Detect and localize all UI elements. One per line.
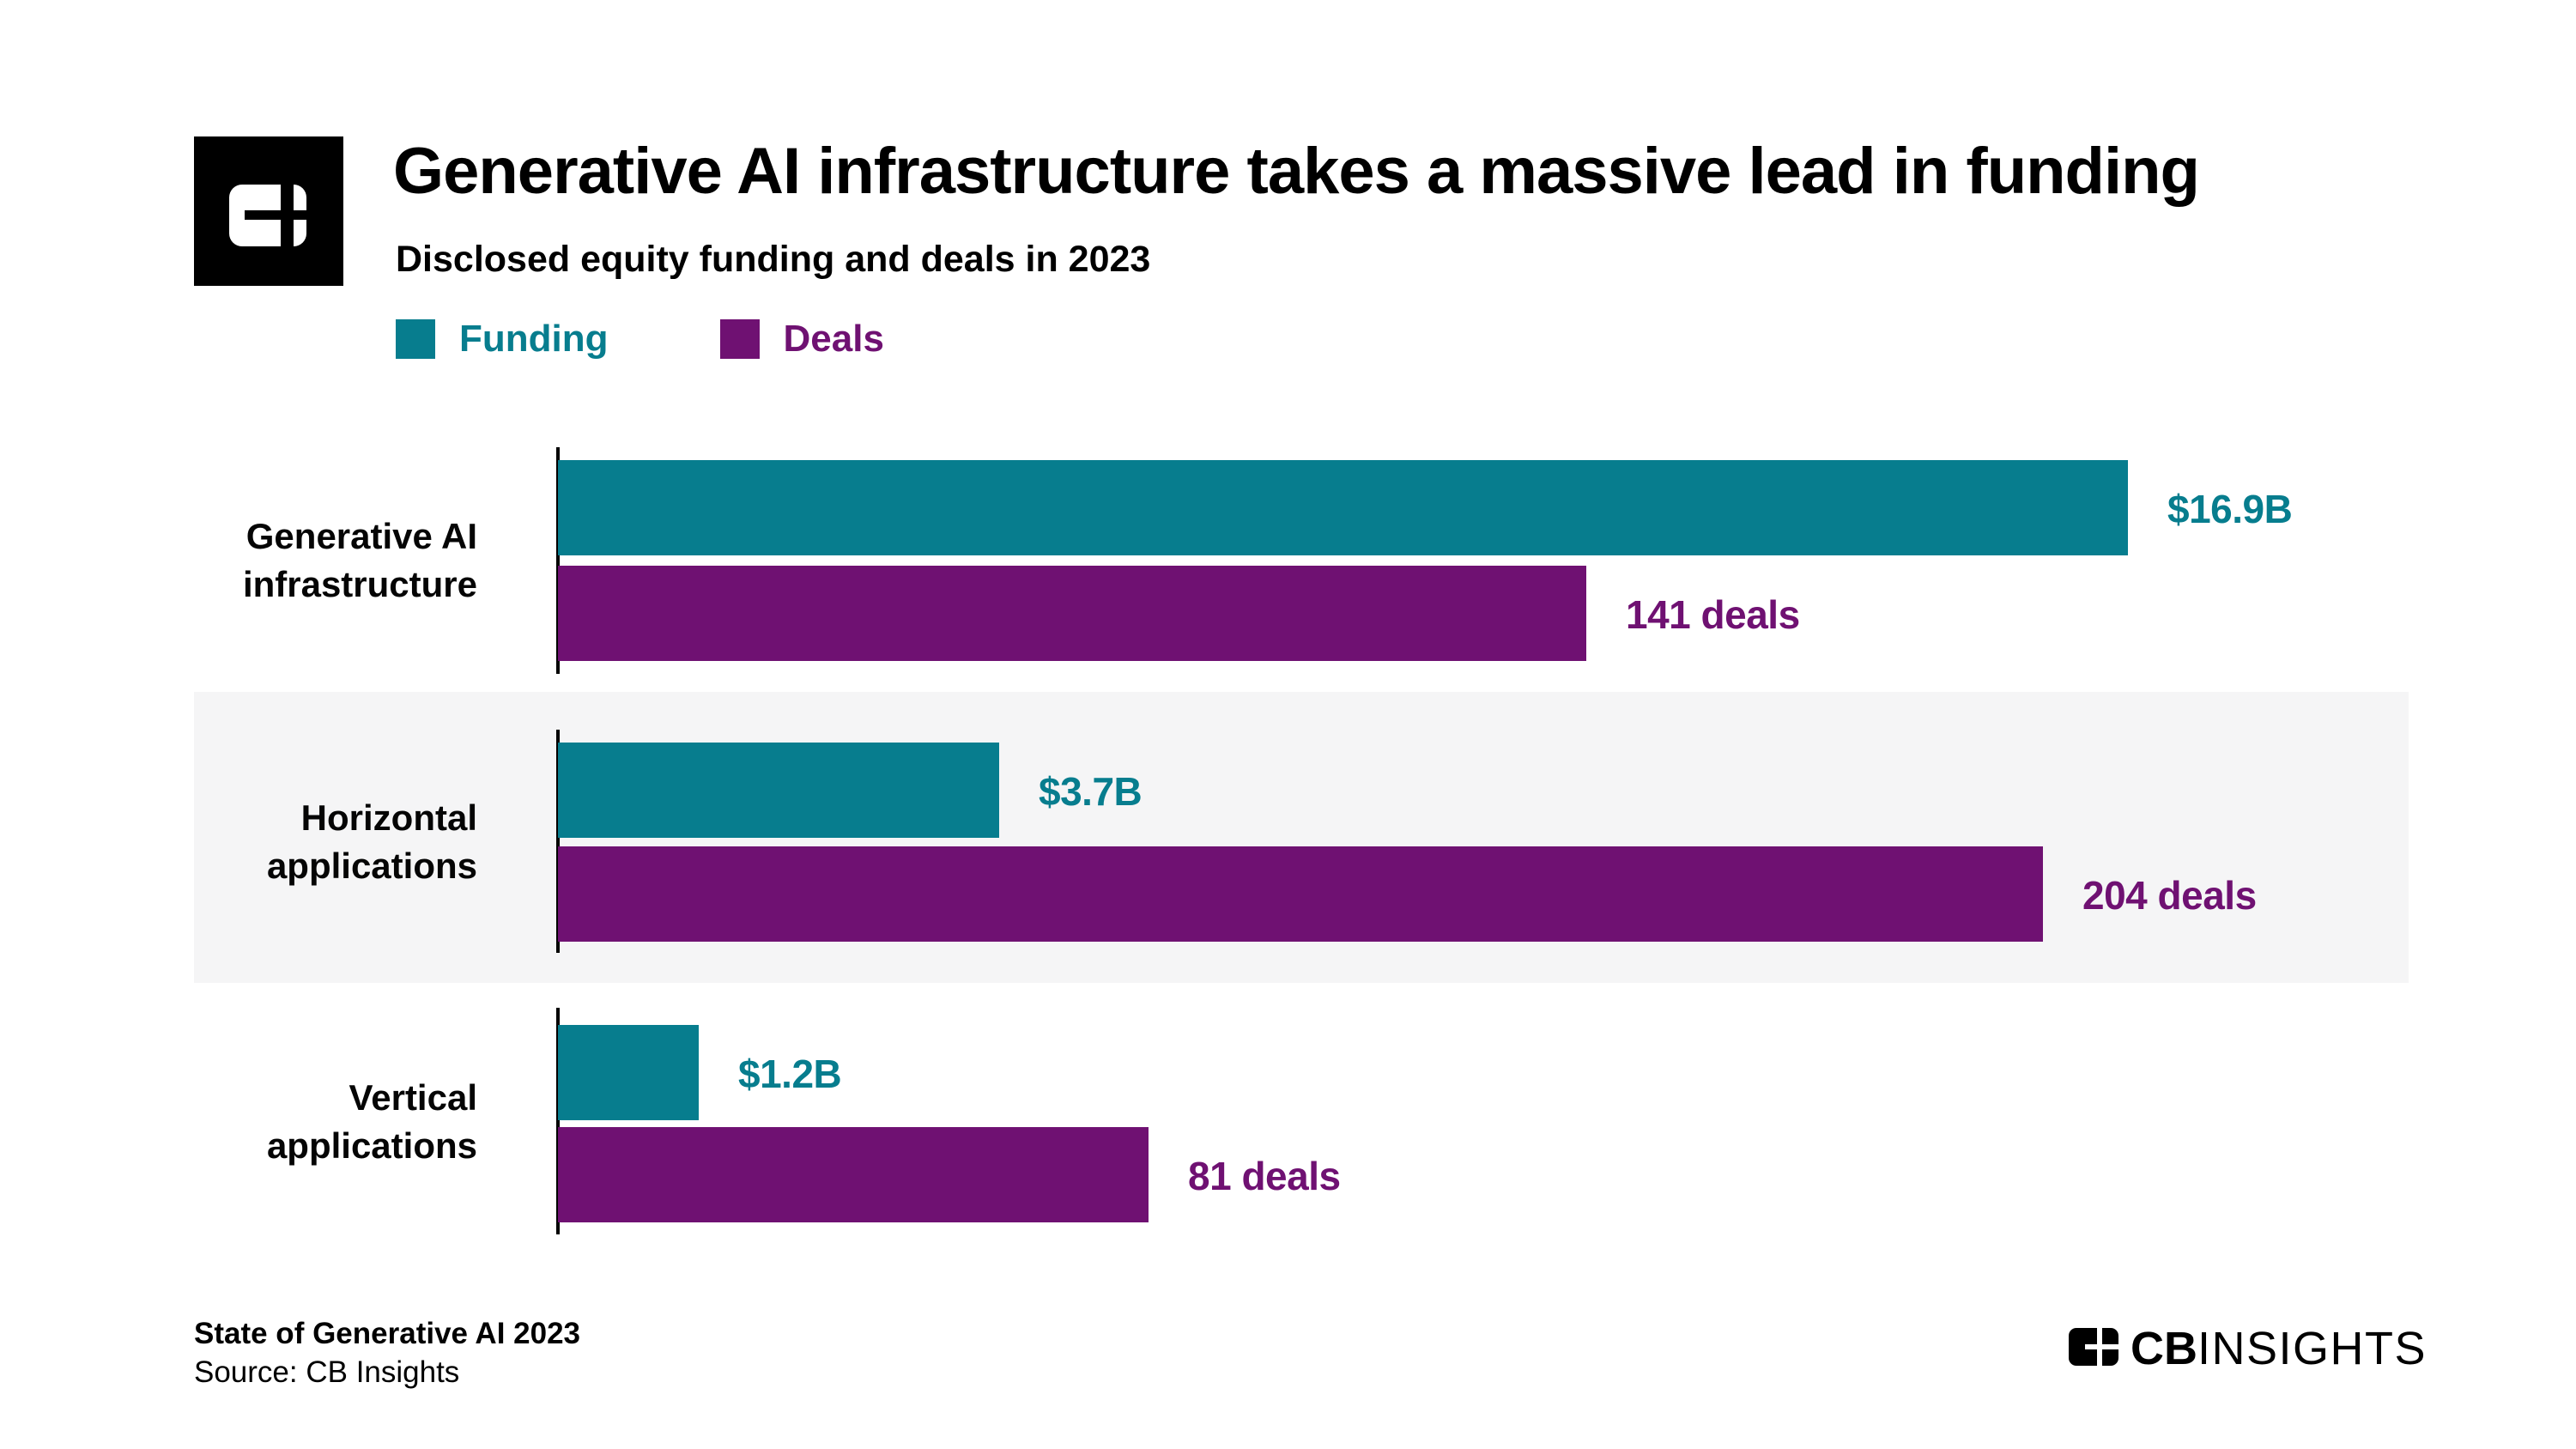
cb-insights-brand-lockup: CB INSIGHTS — [2069, 1322, 2427, 1375]
footer-source: Source: CB Insights — [194, 1355, 460, 1389]
page-subtitle: Disclosed equity funding and deals in 20… — [396, 239, 1151, 280]
deals-swatch-icon — [719, 319, 760, 359]
category-label: Horizontal applications — [117, 794, 477, 890]
axis-tick-line — [556, 730, 560, 953]
deals-value-label: 204 deals — [2082, 873, 2257, 918]
legend-label-deals: Deals — [783, 318, 884, 360]
category-label-line2: applications — [266, 1125, 477, 1166]
funding-bar — [558, 460, 2128, 555]
category-label-line1: Horizontal — [300, 797, 477, 838]
deals-bar — [558, 566, 1586, 661]
category-label-line1: Vertical — [349, 1077, 477, 1118]
category-label: Vertical applications — [117, 1074, 477, 1170]
brand-insights-text: INSIGHTS — [2197, 1323, 2428, 1374]
category-label-line2: infrastructure — [242, 564, 477, 604]
brand-wordmark: CB INSIGHTS — [2131, 1322, 2427, 1375]
funding-value-label: $3.7B — [1039, 769, 1143, 814]
funding-bar — [558, 1025, 699, 1120]
deals-value-label: 141 deals — [1626, 592, 1800, 637]
deals-value-label: 81 deals — [1188, 1154, 1341, 1198]
brand-cb-text: CB — [2131, 1323, 2197, 1374]
funding-bar — [558, 743, 999, 838]
deals-bar — [558, 1127, 1149, 1222]
legend-label-funding: Funding — [459, 318, 609, 360]
page-title: Generative AI infrastructure takes a mas… — [393, 135, 2200, 208]
axis-tick-line — [556, 447, 560, 674]
legend-item-funding: Funding — [396, 318, 609, 361]
legend-item-deals: Deals — [719, 318, 884, 361]
funding-value-label: $16.9B — [2167, 487, 2293, 531]
footer-report-title: State of Generative AI 2023 — [194, 1317, 581, 1350]
category-label: Generative AI infrastructure — [117, 512, 477, 609]
category-label-line2: applications — [266, 846, 477, 886]
funding-swatch-icon — [396, 319, 435, 359]
deals-bar — [558, 846, 2043, 942]
category-label-line1: Generative AI — [245, 516, 477, 556]
cb-insights-logo-icon — [2069, 1327, 2118, 1370]
cb-insights-mark-icon — [194, 136, 343, 286]
axis-tick-line — [556, 1008, 560, 1234]
funding-value-label: $1.2B — [738, 1052, 842, 1096]
legend: Funding Deals — [396, 318, 884, 361]
